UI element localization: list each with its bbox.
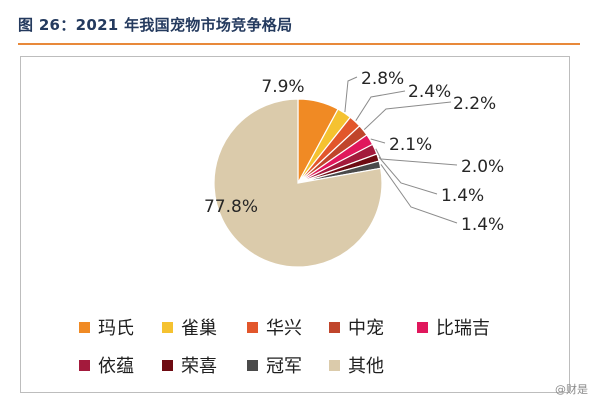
legend-item-9: 其他 bbox=[329, 354, 384, 377]
legend-item-7: 荣喜 bbox=[162, 354, 217, 377]
legend-label-7: 荣喜 bbox=[181, 356, 217, 377]
legend-label-5: 比瑞吉 bbox=[436, 318, 490, 339]
legend-swatch-5 bbox=[417, 321, 428, 333]
legend-label-3: 华兴 bbox=[266, 318, 302, 339]
legend-item-5: 比瑞吉 bbox=[417, 316, 490, 339]
legend-swatch-7 bbox=[162, 359, 173, 371]
legend-item-1: 玛氏 bbox=[79, 316, 134, 339]
watermark: @财是 bbox=[555, 383, 588, 396]
leader-line-4 bbox=[363, 101, 452, 131]
legend-label-9: 其他 bbox=[348, 356, 384, 377]
chart-panel: 7.9% 2.8% 2.4% 2.2% 2.1% 2.0% 1.4% 1.4% 77.8% 玛氏… bbox=[20, 56, 570, 393]
leader-line-2 bbox=[344, 76, 358, 113]
pie-chart: 7.9% 2.8%2.4%2.2% 2.1% 2.0% 1.4% 1.4% 77.8% bbox=[204, 69, 504, 268]
legend-item-6: 依蕴 bbox=[79, 354, 134, 377]
data-label-6: 2.0% bbox=[461, 157, 504, 177]
legend-label-4: 中宠 bbox=[348, 318, 384, 339]
leader-line-8 bbox=[380, 164, 458, 224]
data-label-2: 2.8% bbox=[361, 69, 404, 89]
legend-label-2: 雀巢 bbox=[181, 318, 217, 339]
leader-line-7 bbox=[378, 156, 438, 195]
legend-swatch-4 bbox=[329, 321, 340, 333]
legend-swatch-2 bbox=[162, 321, 173, 333]
figure-title: 图 26：2021 年我国宠物市场竞争格局 bbox=[18, 16, 293, 34]
leader-line-5 bbox=[370, 138, 386, 144]
data-label-4: 2.2% bbox=[453, 94, 496, 114]
title-divider bbox=[18, 43, 580, 45]
legend-item-3: 华兴 bbox=[247, 316, 302, 339]
legend-swatch-6 bbox=[79, 359, 90, 371]
legend-label-1: 玛氏 bbox=[98, 318, 134, 339]
data-label-7: 1.4% bbox=[441, 186, 484, 206]
leader-line-3 bbox=[355, 90, 406, 121]
legend-swatch-8 bbox=[247, 359, 258, 371]
legend-label-6: 依蕴 bbox=[98, 356, 134, 377]
data-label-5: 2.1% bbox=[389, 135, 432, 155]
pie-slice-9 bbox=[213, 98, 383, 268]
legend-swatch-1 bbox=[79, 321, 90, 333]
legend-swatch-9 bbox=[329, 359, 340, 371]
legend-item-4: 中宠 bbox=[329, 316, 384, 339]
legend-item-2: 雀巢 bbox=[162, 316, 217, 339]
legend-label-8: 冠军 bbox=[266, 356, 302, 377]
legend-swatch-3 bbox=[247, 321, 258, 333]
legend-item-8: 冠军 bbox=[247, 354, 302, 377]
data-label-3: 2.4% bbox=[408, 82, 451, 102]
data-label-1: 7.9% bbox=[261, 77, 304, 97]
data-label-9: 77.8% bbox=[204, 197, 258, 217]
data-label-8: 1.4% bbox=[461, 215, 504, 235]
